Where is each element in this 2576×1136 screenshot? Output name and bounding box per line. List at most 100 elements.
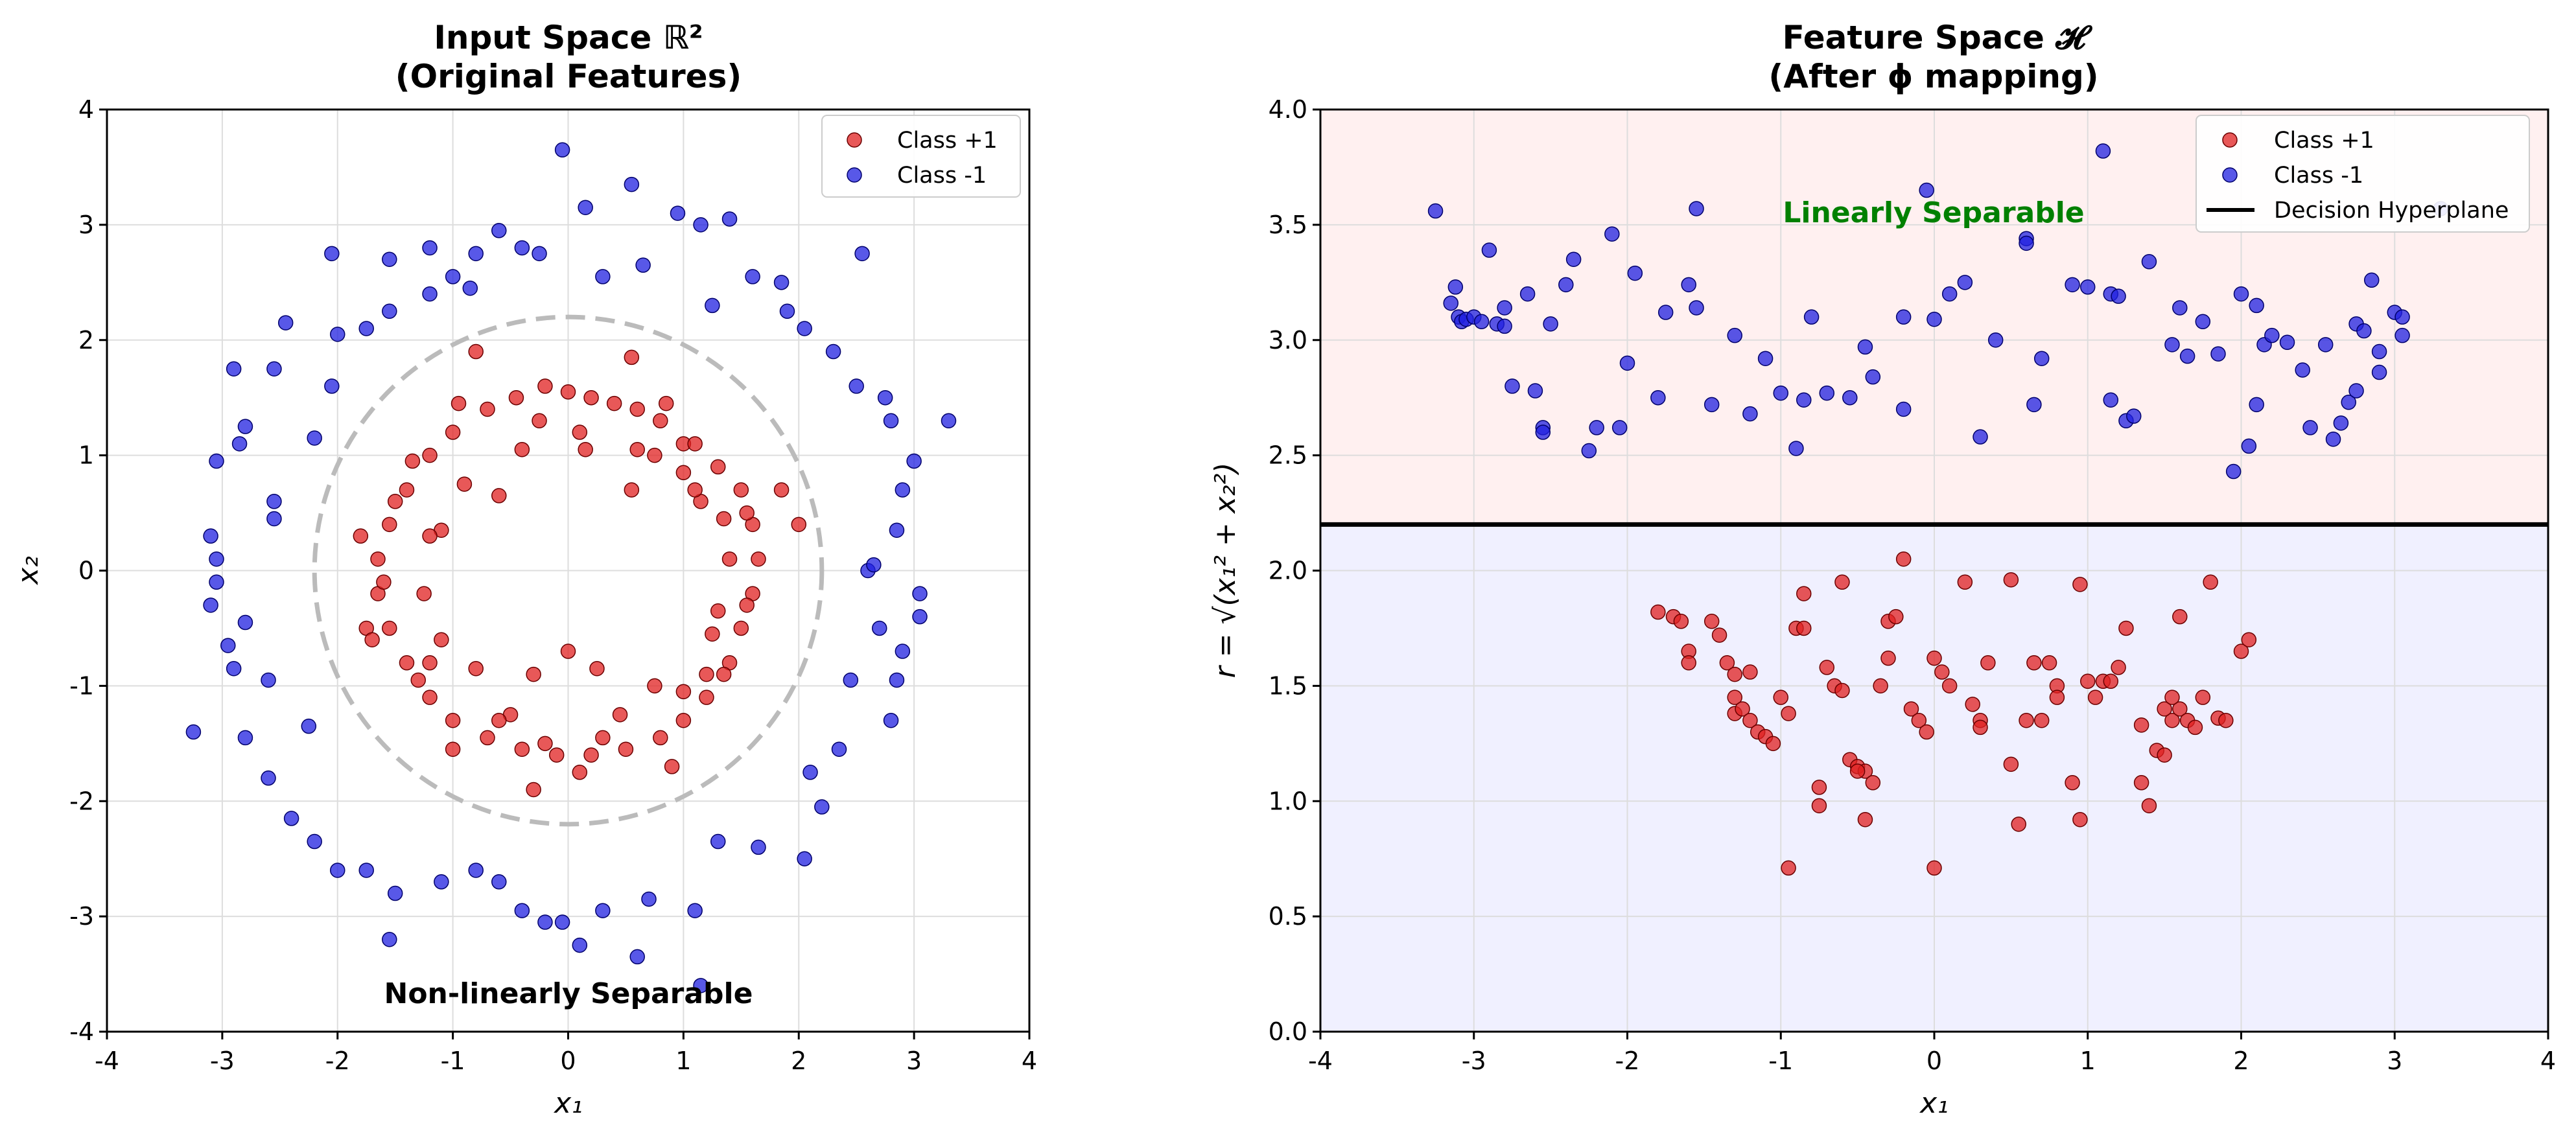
point-class-neg (491, 874, 507, 890)
point-class-neg (324, 246, 340, 262)
point-class-pos (1673, 614, 1689, 629)
point-class-pos (468, 660, 484, 677)
point-class-pos (1895, 551, 1912, 567)
x-tick-label: -2 (325, 1047, 350, 1075)
point-class-neg (2395, 327, 2410, 343)
point-class-pos (1727, 690, 1742, 705)
point-class-pos (606, 395, 622, 412)
point-class-neg (2080, 279, 2096, 295)
point-class-pos (2011, 817, 2026, 832)
y-tick-label: 0.5 (1269, 902, 1307, 931)
point-class-neg (1957, 275, 1973, 290)
point-class-pos (595, 730, 611, 746)
point-class-pos (699, 666, 714, 682)
point-class-neg (745, 269, 760, 284)
legend-label-hyperplane: Decision Hyperplane (2274, 198, 2509, 224)
point-class-pos (1980, 655, 1996, 671)
point-class-pos (675, 684, 692, 700)
x-tick-label: 0 (1926, 1047, 1942, 1075)
point-class-neg (2179, 348, 2195, 364)
point-class-neg (2065, 277, 2080, 293)
point-class-neg (1681, 277, 1696, 293)
y-tick-label: 3.0 (1269, 326, 1307, 354)
x-tick-label: 2 (2233, 1047, 2249, 1075)
annotation-nonlinear: Non-linearly Separable (384, 977, 753, 1010)
point-class-neg (1796, 392, 1812, 408)
point-class-neg (1543, 316, 1558, 332)
point-class-neg (554, 142, 570, 158)
point-class-pos (583, 389, 599, 406)
point-class-pos (578, 441, 593, 458)
point-class-pos (364, 632, 380, 647)
x-axis-label: x₁ (553, 1087, 583, 1120)
point-class-pos (647, 447, 662, 463)
point-class-pos (716, 511, 732, 527)
point-class-pos (451, 395, 467, 412)
point-class-pos (1834, 574, 1850, 590)
point-class-neg (1497, 318, 1512, 334)
point-class-neg (537, 914, 553, 930)
point-class-pos (2111, 660, 2126, 675)
point-class-pos (687, 436, 703, 452)
point-class-pos (612, 707, 628, 723)
point-class-pos (514, 441, 530, 458)
point-class-pos (1711, 627, 1727, 643)
point-class-neg (468, 246, 484, 262)
point-class-neg (1895, 401, 1912, 417)
point-class-pos (2241, 632, 2257, 647)
point-class-neg (751, 839, 766, 855)
point-class-pos (1765, 736, 1781, 752)
point-class-neg (1803, 309, 1820, 325)
point-class-pos (399, 655, 415, 671)
point-class-pos (526, 782, 541, 798)
point-class-neg (941, 413, 957, 429)
point-class-neg (912, 609, 928, 625)
feature-space-subtitle: (After ϕ mapping) (1768, 58, 2098, 95)
point-class-pos (1811, 780, 1827, 795)
point-class-pos (629, 441, 645, 458)
x-tick-label: 3 (2387, 1047, 2402, 1075)
point-class-pos (710, 603, 726, 619)
point-class-pos (2157, 701, 2172, 717)
point-class-pos (1773, 690, 1788, 705)
point-class-neg (387, 885, 403, 901)
point-class-neg (705, 297, 720, 314)
y-tick-label: 3 (78, 211, 94, 239)
point-class-neg (825, 343, 841, 360)
point-class-neg (185, 724, 202, 740)
point-class-neg (721, 211, 738, 227)
point-class-neg (2279, 334, 2295, 351)
x-tick-label: 1 (2080, 1047, 2096, 1075)
point-class-pos (560, 643, 576, 659)
point-class-pos (2065, 775, 2080, 791)
point-class-pos (514, 741, 530, 757)
point-class-neg (872, 620, 887, 636)
point-class-neg (1919, 182, 1934, 198)
point-class-pos (1781, 860, 1796, 876)
point-class-neg (203, 528, 218, 544)
point-class-pos (422, 690, 438, 705)
point-class-pos (1811, 798, 1827, 814)
legend-box (2195, 115, 2530, 233)
point-class-neg (1581, 443, 1597, 459)
point-class-pos (716, 666, 732, 682)
point-class-pos (422, 528, 438, 544)
point-class-pos (653, 413, 668, 429)
point-class-neg (514, 903, 530, 918)
point-class-neg (2302, 420, 2318, 435)
point-class-neg (866, 557, 882, 573)
y-tick-label: 0 (78, 557, 94, 585)
point-class-pos (1973, 719, 1988, 736)
x-tick-label: -1 (441, 1047, 465, 1075)
y-tick-label: 1.0 (1269, 787, 1307, 815)
legend-marker-pos (2222, 132, 2238, 148)
x-tick-label: 4 (2540, 1047, 2556, 1075)
point-class-pos (2019, 712, 2034, 728)
point-class-neg (468, 863, 484, 878)
point-class-neg (283, 811, 299, 826)
legend-marker-pos (847, 132, 862, 148)
point-class-neg (209, 551, 224, 567)
point-class-pos (2003, 756, 2019, 772)
point-class-neg (2103, 392, 2119, 408)
